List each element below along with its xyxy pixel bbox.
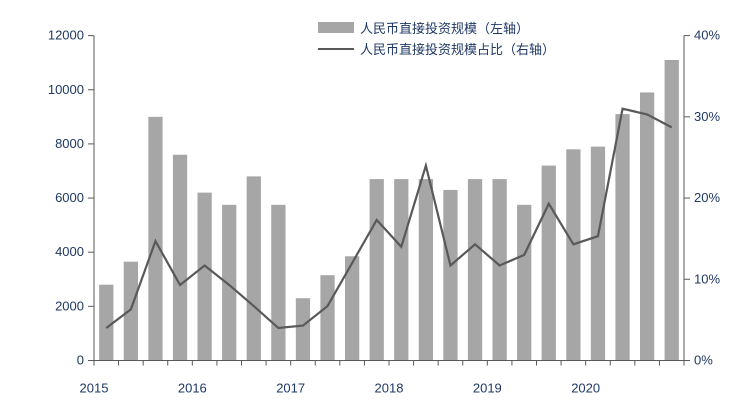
svg-text:2016: 2016 — [178, 381, 207, 396]
svg-text:10000: 10000 — [48, 82, 84, 97]
svg-text:6000: 6000 — [55, 190, 84, 205]
svg-text:8000: 8000 — [55, 136, 84, 151]
svg-text:4000: 4000 — [55, 244, 84, 259]
svg-text:2015: 2015 — [80, 381, 109, 396]
svg-text:2019: 2019 — [473, 381, 502, 396]
svg-text:30%: 30% — [694, 109, 720, 124]
svg-text:2018: 2018 — [375, 381, 404, 396]
svg-text:2020: 2020 — [571, 381, 600, 396]
svg-text:2017: 2017 — [276, 381, 305, 396]
svg-text:0%: 0% — [694, 353, 713, 368]
svg-text:40%: 40% — [694, 28, 720, 43]
svg-text:20%: 20% — [694, 190, 720, 205]
svg-text:10%: 10% — [694, 271, 720, 286]
svg-text:0: 0 — [77, 353, 84, 368]
svg-text:12000: 12000 — [48, 28, 84, 43]
svg-text:2000: 2000 — [55, 298, 84, 313]
